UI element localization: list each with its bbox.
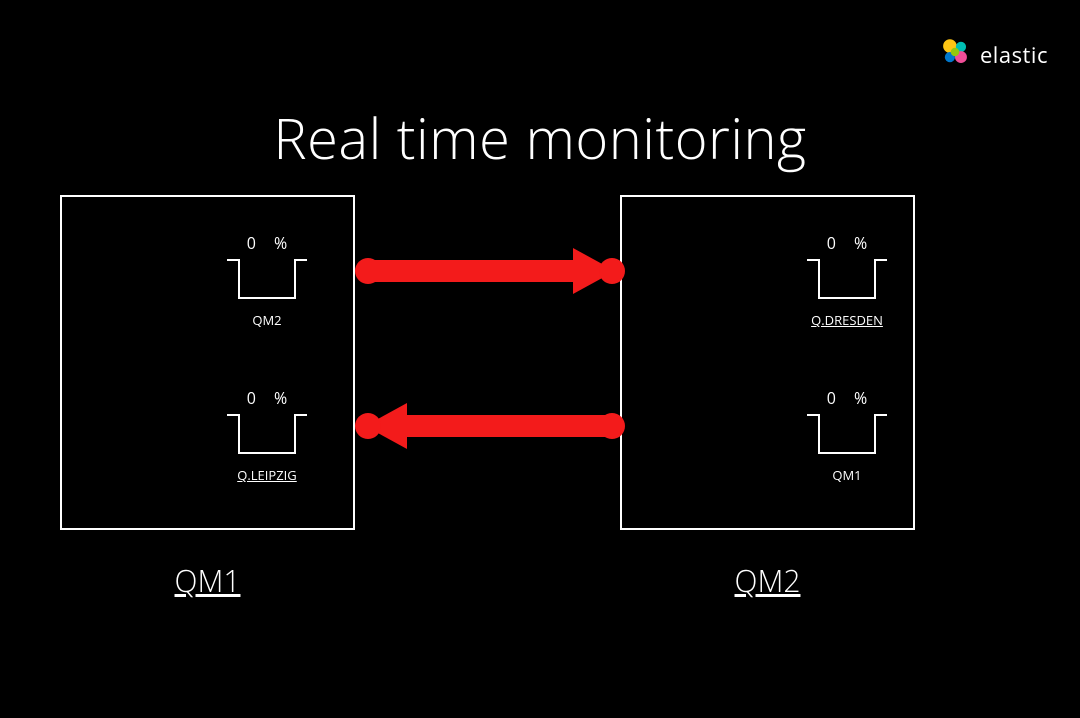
bucket-unit: % <box>854 387 867 409</box>
qm1-bucket-qm2: 0 % QM2 <box>227 232 307 329</box>
qm2-bucket-qm1: 0 % QM1 <box>807 387 887 484</box>
bucket-values: 0 % <box>227 232 307 254</box>
qm2-box: 0 % Q.DRESDEN 0 % QM1 <box>620 195 915 530</box>
bucket-label: QM1 <box>807 466 887 484</box>
bucket-value: 0 <box>827 232 836 254</box>
bucket-unit: % <box>274 387 287 409</box>
bucket-u-shape-icon <box>227 413 307 455</box>
arrow-right-icon <box>355 248 625 294</box>
elastic-logo-icon <box>938 35 972 74</box>
bucket-value: 0 <box>247 387 256 409</box>
qm1-bucket-qleipzig: 0 % Q.LEIPZIG <box>227 387 307 484</box>
qm2-title: QM2 <box>620 560 915 601</box>
bucket-u-shape-icon <box>807 413 887 455</box>
bucket-values: 0 % <box>807 232 887 254</box>
page-title: Real time monitoring <box>0 100 1080 176</box>
bucket-u-shape-icon <box>807 258 887 300</box>
qm1-box: 0 % QM2 0 % Q.LEIPZIG <box>60 195 355 530</box>
qm1-title: QM1 <box>60 560 355 601</box>
brand-name: elastic <box>980 40 1048 70</box>
brand-logo: elastic <box>938 35 1048 74</box>
qm2-bucket-qdresden: 0 % Q.DRESDEN <box>807 232 887 329</box>
bucket-unit: % <box>854 232 867 254</box>
bucket-label: QM2 <box>227 311 307 329</box>
bucket-values: 0 % <box>807 387 887 409</box>
bucket-unit: % <box>274 232 287 254</box>
bucket-label: Q.LEIPZIG <box>227 466 307 484</box>
bucket-label: Q.DRESDEN <box>807 311 887 329</box>
bucket-value: 0 <box>827 387 836 409</box>
arrow-left-icon <box>355 403 625 449</box>
bucket-values: 0 % <box>227 387 307 409</box>
bucket-u-shape-icon <box>227 258 307 300</box>
slide-stage: elastic Real time monitoring 0 % QM2 0 % <box>0 0 1080 718</box>
bucket-value: 0 <box>247 232 256 254</box>
